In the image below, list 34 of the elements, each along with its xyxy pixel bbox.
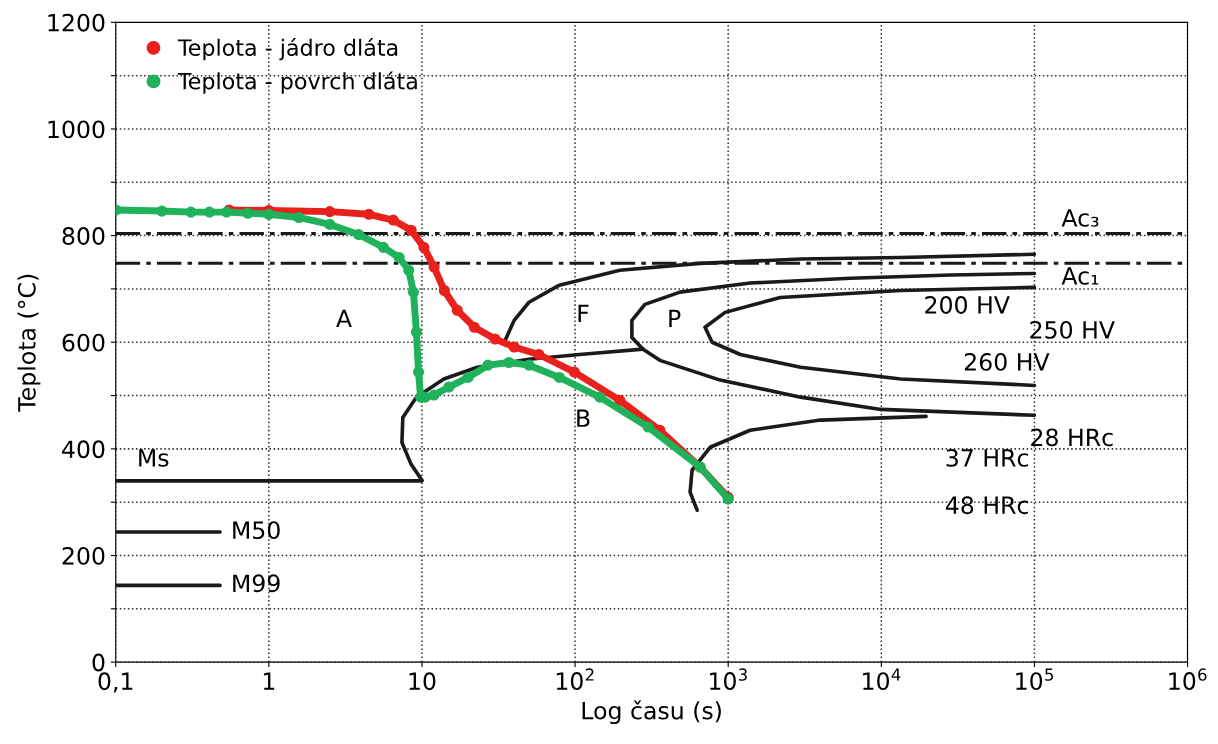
- annotation: A: [336, 309, 352, 327]
- y-tick-label: 1000: [48, 120, 105, 139]
- annotation: F: [578, 304, 589, 322]
- annotation: 250 HV: [1030, 320, 1115, 339]
- annotation: M50: [233, 521, 280, 540]
- y-tick-label: 800: [62, 227, 105, 245]
- ref-line-label: Ac₃: [1061, 209, 1099, 227]
- y-axis-title: Teplota (°C): [17, 274, 41, 412]
- legend-label: Teplota - povrch dláta: [177, 71, 417, 94]
- annotation: 200 HV: [925, 296, 1010, 314]
- legend-label: Teplota - jádro dláta: [177, 37, 398, 61]
- x-tick-label: 10$^{5}$: [1016, 668, 1053, 690]
- x-tick-label: 10$^{4}$: [863, 668, 901, 690]
- annotation: 260 HV: [964, 352, 1050, 371]
- annotation: 48 HRc: [945, 496, 1028, 515]
- x-tick-label: 1: [263, 672, 275, 690]
- x-tick-label: 10$^{2}$: [556, 668, 594, 690]
- x-tick-label: 10: [409, 672, 436, 691]
- annotation: Ms: [139, 449, 169, 467]
- y-tick-label: 600: [62, 333, 105, 352]
- x-tick-label: 0,1: [98, 672, 133, 693]
- y-tick-label: 400: [62, 440, 105, 459]
- x-tick-label: 10$^{3}$: [710, 668, 747, 690]
- y-tick-label: 0: [92, 653, 105, 672]
- annotation: B: [577, 409, 590, 427]
- y-tick-label: 1200: [48, 13, 105, 32]
- x-axis-title: Log času (s): [582, 700, 721, 725]
- annotation: P: [669, 309, 681, 327]
- ref-line-label: Ac₁: [1061, 267, 1099, 285]
- y-tick-label: 200: [62, 546, 105, 565]
- x-tick-label: 10$^{6}$: [1169, 668, 1207, 690]
- annotation: M99: [233, 574, 280, 593]
- annotation: 37 HRc: [946, 448, 1028, 467]
- annotation: 28 HRc: [1031, 428, 1113, 447]
